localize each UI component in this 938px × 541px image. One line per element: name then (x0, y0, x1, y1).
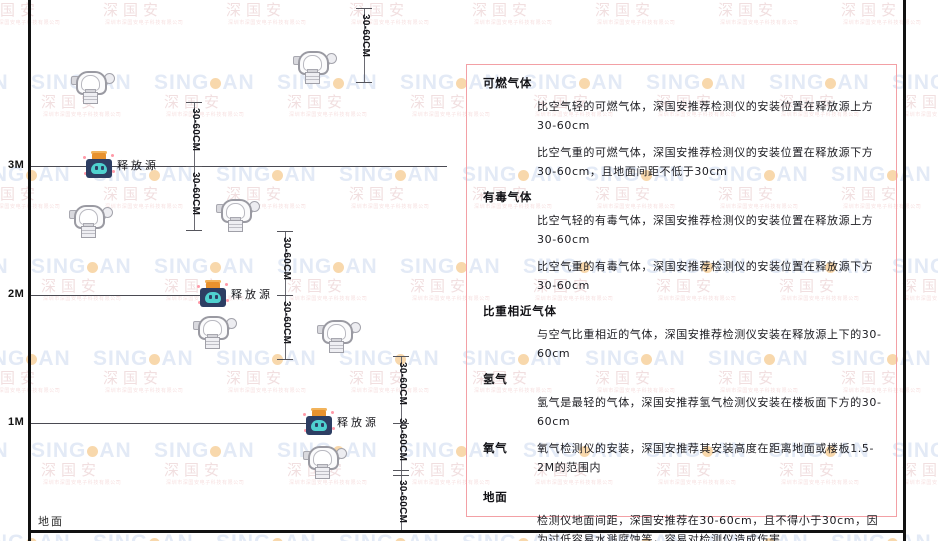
gas-detector-icon-top-right (292, 48, 337, 84)
note-paragraph: 检测仪地面间距，深国安推荐在30-60cm，且不得小于30cm，因为过低容易水溅… (537, 514, 879, 541)
dim-label-middle-1: 30-60CM (281, 237, 292, 281)
note-paragraph: 比空气轻的有毒气体，深国安推荐检测仪的安装位置在释放源上方30-60cm (537, 214, 874, 246)
dim-tick-top-b (356, 82, 372, 83)
gas-detector-icon-upper-right (215, 196, 260, 232)
level-line-3m (31, 166, 447, 167)
release-source-label-2m: 释放源 (231, 288, 273, 301)
note-paragraph: 氢气是最轻的气体，深国安推荐氢气检测仪安装在楼板面下方的30-60cm (537, 396, 882, 428)
axis-vertical-right (903, 0, 906, 541)
release-source-label-3m: 释放源 (117, 159, 159, 172)
level-line-1m (31, 423, 309, 424)
gas-detector-icon-upper-left (68, 202, 113, 238)
level-label-3m: 3M (8, 159, 25, 171)
dim-tick-middle-a (277, 231, 293, 232)
dim-tick-lower-d (393, 475, 409, 476)
note-heading: 氧气 (483, 441, 508, 455)
dim-line-top (364, 8, 365, 82)
level-label-1m: 1M (8, 416, 25, 428)
dim-label-upper-1: 30-60CM (190, 108, 201, 152)
dim-tick-lower-c (393, 470, 409, 471)
dim-label-upper-2: 30-60CM (190, 172, 201, 216)
note-paragraph: 与空气比重相近的气体，深国安推荐检测仪安装在释放源上下的30-60cm (537, 328, 882, 360)
note-section: 氧气 氧气检测仪的安装，深国安推荐其安装高度在距离地面或楼板1.5-2M的范围内 (483, 439, 882, 485)
gas-detector-icon-top-left (70, 68, 115, 104)
release-source-label-1m: 释放源 (337, 416, 379, 429)
dim-tick-upper-c (186, 230, 202, 231)
installation-notes-panel: 可燃气体 比空气轻的可燃气体，深国安推荐检测仪的安装位置在释放源上方30-60cm… (466, 64, 897, 541)
ground-label: 地面 (38, 515, 64, 528)
dim-label-middle-2: 30-60CM (281, 301, 292, 345)
note-paragraph: 比空气重的可燃气体，深国安推荐检测仪的安装位置在释放源下方30-60cm，且地面… (537, 146, 874, 178)
dim-label-lower-3: 30-60CM (397, 480, 408, 524)
note-heading: 有毒气体 (483, 190, 533, 204)
level-line-2m (31, 295, 205, 296)
dim-tick-lower-a (393, 356, 409, 357)
axis-vertical-left (28, 0, 31, 541)
dim-label-lower-2: 30-60CM (397, 418, 408, 462)
note-section: 可燃气体 比空气轻的可燃气体，深国安推荐检测仪的安装位置在释放源上方30-60cm… (483, 75, 882, 181)
note-section: 有毒气体 比空气轻的有毒气体，深国安推荐检测仪的安装位置在释放源上方30-60cm… (483, 189, 882, 295)
note-heading: 氢气 (483, 372, 508, 386)
release-source-icon-2m (196, 279, 230, 309)
release-source-icon-3m (82, 150, 116, 180)
gas-detector-icon-mid-right (316, 317, 361, 353)
dim-label-lower-1: 30-60CM (397, 362, 408, 406)
note-paragraph: 比空气重的有毒气体，深国安推荐检测仪的安装位置在释放源下方30-60cm (537, 260, 874, 292)
dim-label-top: 30-60CM (360, 14, 371, 58)
dim-tick-upper-b (186, 166, 202, 167)
note-paragraph: 比空气轻的可燃气体，深国安推荐检测仪的安装位置在释放源上方30-60cm (537, 100, 874, 132)
note-heading: 可燃气体 (483, 76, 533, 90)
dim-tick-middle-b (277, 295, 293, 296)
dim-tick-top-a (356, 8, 372, 9)
release-source-icon-1m (302, 407, 336, 437)
dim-line-lower (401, 356, 402, 531)
dim-tick-lower-b (393, 423, 409, 424)
gas-detector-icon-low-right (302, 443, 347, 479)
note-section: 氢气氢气是最轻的气体，深国安推荐氢气检测仪安装在楼板面下方的30-60cm (483, 371, 882, 431)
axis-ground-baseline (28, 530, 906, 533)
note-section: 比重相近气体与空气比重相近的气体，深国安推荐检测仪安装在释放源上下的30-60c… (483, 303, 882, 363)
note-heading: 比重相近气体 (483, 304, 557, 318)
note-section: 地面检测仪地面间距，深国安推荐在30-60cm，且不得小于30cm，因为过低容易… (483, 489, 882, 541)
level-label-2m: 2M (8, 288, 25, 300)
dim-tick-middle-c (277, 359, 293, 360)
note-heading: 地面 (483, 490, 508, 504)
note-paragraph: 氧气检测仪的安装，深国安推荐其安装高度在距离地面或楼板1.5-2M的范围内 (537, 442, 875, 474)
dim-tick-upper-a (186, 102, 202, 103)
gas-detector-icon-mid-left (192, 313, 237, 349)
